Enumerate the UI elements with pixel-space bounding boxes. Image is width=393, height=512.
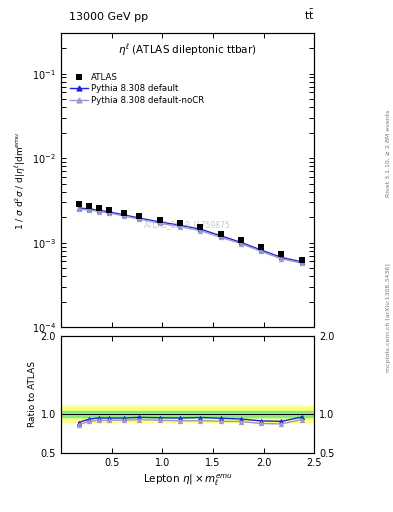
Y-axis label: Ratio to ATLAS: Ratio to ATLAS — [28, 361, 37, 428]
Text: ATLAS_2019_I1759875: ATLAS_2019_I1759875 — [144, 220, 231, 229]
Text: $\eta^\ell$ (ATLAS dileptonic ttbar): $\eta^\ell$ (ATLAS dileptonic ttbar) — [118, 42, 257, 58]
Point — [75, 200, 82, 208]
Point — [238, 236, 244, 244]
Point — [86, 202, 92, 210]
Point — [157, 216, 163, 224]
Y-axis label: 1 / $\sigma$ d$^2\sigma$ / d|$\eta^\ell$|dm$^{emu}$: 1 / $\sigma$ d$^2\sigma$ / d|$\eta^\ell$… — [13, 131, 28, 229]
Point — [278, 250, 285, 258]
Legend: ATLAS, Pythia 8.308 default, Pythia 8.308 default-noCR: ATLAS, Pythia 8.308 default, Pythia 8.30… — [70, 73, 204, 105]
Point — [299, 256, 305, 264]
Point — [217, 229, 224, 238]
Text: mcplots.cern.ch [arXiv:1306.3436]: mcplots.cern.ch [arXiv:1306.3436] — [386, 263, 391, 372]
Point — [136, 212, 143, 221]
Bar — [61, 411, 314, 417]
X-axis label: Lepton $\eta|\times m_\ell^{emu}$: Lepton $\eta|\times m_\ell^{emu}$ — [143, 472, 233, 487]
Point — [177, 219, 183, 227]
Point — [96, 204, 102, 212]
Point — [258, 243, 264, 251]
Point — [121, 209, 127, 217]
Point — [106, 206, 112, 214]
Text: 13000 GeV pp: 13000 GeV pp — [69, 11, 148, 22]
Point — [197, 223, 204, 231]
Text: Rivet 3.1.10, ≥ 2.8M events: Rivet 3.1.10, ≥ 2.8M events — [386, 110, 391, 197]
Text: $\mathrm{t\bar{t}}$: $\mathrm{t\bar{t}}$ — [304, 7, 314, 22]
Bar — [61, 406, 314, 422]
